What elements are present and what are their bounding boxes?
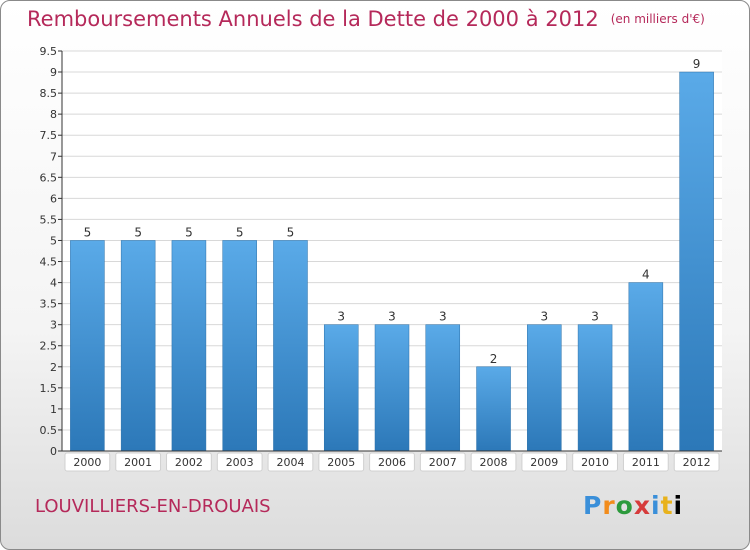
bar: [628, 282, 664, 452]
x-tick-box: [318, 452, 365, 472]
brand-logo: Proxiti: [583, 491, 683, 520]
y-tick-label: 8: [50, 108, 57, 121]
y-tick-label: 2.5: [40, 340, 58, 353]
y-tick-label: 7.5: [40, 129, 58, 142]
data-label: 3: [591, 310, 599, 324]
x-tick-label: 2012: [683, 456, 711, 469]
y-tick-label: 6: [50, 192, 57, 205]
x-tick-box: [267, 452, 314, 472]
x-axis: 2000 2001 2002 2003 2004 2005 2006 2007 2008 2009…: [62, 450, 722, 472]
x-tick-label: 2007: [429, 456, 457, 469]
x-tick-label: 2005: [327, 456, 355, 469]
x-tick-box: [419, 452, 466, 472]
y-axis: 0 0.5 1 1.5 2 2.5 3 3.5 4 4.5 5 5.5 6 6.5 7 7.5 8 8.5 9 9.5: [40, 45, 63, 458]
x-tick-box: [166, 452, 212, 472]
y-tick-label: 5: [50, 234, 57, 247]
x-tick-label: 2002: [175, 456, 203, 469]
data-label: 3: [540, 310, 548, 324]
data-label: 3: [337, 310, 345, 324]
x-tick-box: [470, 452, 517, 472]
y-tick-label: 5.5: [40, 213, 58, 226]
x-tick-label: 2004: [276, 456, 304, 469]
bar: [527, 324, 562, 452]
brand-letter: r: [602, 491, 616, 520]
bar: [374, 324, 410, 452]
bar: [577, 324, 613, 452]
bar: [120, 240, 156, 452]
y-tick-label: 1: [50, 403, 57, 416]
brand-letter: P: [583, 491, 603, 520]
data-label: 5: [185, 225, 193, 239]
data-label: 3: [439, 310, 447, 324]
y-tick-label: 0.5: [40, 424, 58, 437]
x-tick-label: 2010: [581, 456, 609, 469]
brand-letter: x: [633, 491, 651, 520]
bar: [70, 240, 105, 452]
data-label: 5: [287, 225, 295, 239]
x-tick-box: [572, 452, 618, 472]
y-tick-label: 4: [50, 277, 57, 290]
chart-subtitle: (en milliers d'€): [610, 12, 705, 26]
chart-title: Remboursements Annuels de la Dette de 20…: [27, 7, 705, 31]
bar: [171, 240, 207, 452]
x-tick-box: [216, 452, 263, 472]
bar: [476, 366, 511, 452]
brand-letter: o: [615, 491, 634, 520]
y-tick-label: 6.5: [40, 171, 58, 184]
x-tick-label: 2000: [73, 456, 101, 469]
y-tick-label: 2: [50, 361, 57, 374]
brand-letter: i: [651, 491, 661, 520]
data-label: 9: [693, 57, 701, 71]
chart-title-text: Remboursements Annuels de la Dette de 20…: [27, 7, 599, 31]
city-name: LOUVILLIERS-EN-DROUAIS: [35, 496, 271, 517]
data-label: 4: [642, 268, 650, 282]
y-tick-label: 0: [50, 445, 57, 458]
x-tick-label: 2001: [124, 456, 152, 469]
x-tick-box: [64, 452, 111, 472]
x-tick-box: [673, 452, 720, 472]
x-tick-box: [369, 452, 415, 472]
y-tick-label: 7: [50, 150, 57, 163]
y-tick-label: 3.5: [40, 298, 58, 311]
data-label: 5: [84, 225, 92, 239]
x-tick-label: 2003: [226, 456, 254, 469]
data-label: 5: [134, 225, 142, 239]
x-tick-label: 2006: [378, 456, 406, 469]
x-tick-box: [521, 452, 568, 472]
data-label: 3: [388, 310, 396, 324]
data-label: 5: [236, 225, 244, 239]
bar: [323, 324, 359, 452]
data-label: 2: [490, 352, 498, 366]
bars: 5 5 5 5 5 3 3 3 2 3 3 4 9: [70, 57, 714, 452]
x-tick-label: 2011: [632, 456, 660, 469]
bar: [273, 240, 308, 452]
x-tick-label: 2009: [530, 456, 558, 469]
y-tick-label: 9.5: [40, 45, 58, 58]
bar: [679, 71, 714, 452]
y-tick-label: 8.5: [40, 87, 58, 100]
y-tick-label: 4.5: [40, 256, 58, 269]
x-tick-box: [622, 452, 669, 472]
x-tick-box: [115, 452, 162, 472]
brand-letter: t: [660, 491, 674, 520]
bar: [425, 324, 461, 452]
y-tick-label: 9: [50, 66, 57, 79]
y-tick-label: 3: [50, 319, 57, 332]
brand-letter: i: [673, 491, 684, 520]
x-tick-label: 2008: [480, 456, 508, 469]
y-tick-label: 1.5: [40, 382, 58, 395]
bar: [222, 240, 257, 452]
